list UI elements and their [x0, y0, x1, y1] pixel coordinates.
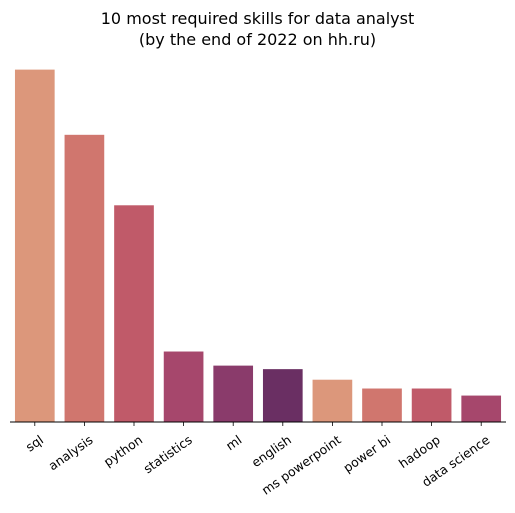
- x-tick-label: sql: [23, 432, 46, 455]
- bar-ms-powerpoint: [312, 379, 353, 422]
- x-tick-label: power bi: [340, 432, 393, 475]
- bar-sql: [14, 69, 55, 423]
- chart-title: 10 most required skills for data analyst…: [0, 8, 515, 50]
- x-tick-label: python: [101, 432, 145, 469]
- bar-data-science: [461, 395, 502, 422]
- bar-python: [114, 205, 154, 422]
- chart-title-line1: 10 most required skills for data analyst: [100, 9, 415, 28]
- bar-hadoop: [411, 388, 452, 422]
- bar-analysis: [64, 134, 105, 422]
- x-tick-label: statistics: [141, 432, 195, 476]
- bar-english: [262, 369, 303, 422]
- bar-power-bi: [362, 388, 402, 422]
- x-tick-label: analysis: [46, 432, 96, 473]
- x-tick-label: ml: [223, 432, 244, 453]
- bar-statistics: [163, 351, 204, 422]
- chart-title-line2: (by the end of 2022 on hh.ru): [138, 30, 377, 49]
- bar-ml: [213, 365, 254, 422]
